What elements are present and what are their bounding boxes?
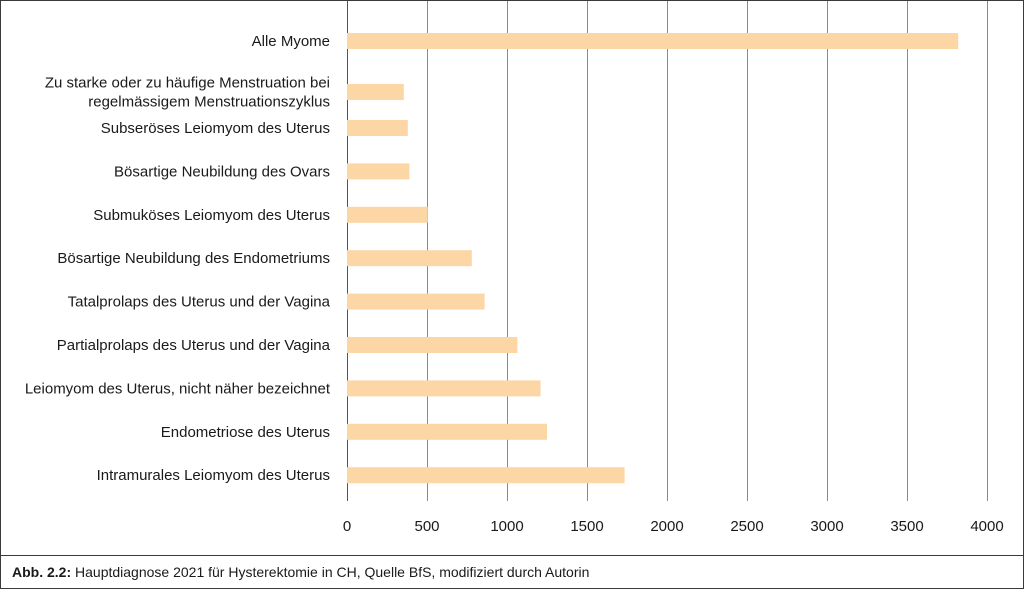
x-tick-label: 4000 <box>970 518 1003 535</box>
category-label: Leiomyom des Uterus, nicht näher bezeich… <box>25 380 331 397</box>
category-label: Subseröses Leiomyom des Uterus <box>101 120 330 137</box>
category-label: Submuköses Leiomyom des Uterus <box>93 207 330 224</box>
x-tick-label: 0 <box>343 518 351 535</box>
bar <box>347 84 404 100</box>
figure-caption: Abb. 2.2: Hauptdiagnose 2021 für Hystere… <box>12 564 589 580</box>
caption-divider <box>1 555 1023 556</box>
bar <box>347 337 518 353</box>
x-tick-label: 3500 <box>890 518 923 535</box>
x-tick-label: 500 <box>414 518 439 535</box>
category-label: Endometriose des Uterus <box>161 424 330 441</box>
grid-lines <box>347 1 988 501</box>
bar-chart: Alle Myome Zu starke oder zu häufige Mens… <box>25 1 1004 535</box>
caption-label: Abb. 2.2: <box>12 564 72 580</box>
bar <box>347 33 959 49</box>
category-label: Alle Myome <box>252 33 330 50</box>
bar <box>347 163 410 180</box>
bar <box>347 206 428 223</box>
bars <box>347 33 959 484</box>
caption-text: Hauptdiagnose 2021 für Hysterektomie in … <box>71 564 590 580</box>
bar <box>347 467 625 484</box>
bar <box>347 250 472 267</box>
bar <box>347 120 408 136</box>
x-tick-label: 2000 <box>650 518 683 535</box>
x-tick-labels: 0 500 1000 1500 2000 2500 3000 3500 4000 <box>343 518 1004 535</box>
bar <box>347 380 541 397</box>
x-tick-label: 1500 <box>570 518 603 535</box>
category-label: Bösartige Neubildung des Endometriums <box>57 250 330 267</box>
category-labels: Alle Myome Zu starke oder zu häufige Mens… <box>25 33 331 484</box>
category-label: Intramurales Leiomyom des Uterus <box>97 467 330 484</box>
category-label: Tatalprolaps des Uterus und der Vagina <box>68 294 331 311</box>
bar <box>347 293 485 310</box>
category-label: Partialprolaps des Uterus und der Vagina <box>57 337 331 354</box>
x-tick-label: 3000 <box>810 518 843 535</box>
bar <box>347 423 547 440</box>
x-tick-label: 2500 <box>730 518 763 535</box>
category-label: Bösartige Neubildung des Ovars <box>114 163 330 180</box>
x-tick-label: 1000 <box>490 518 523 535</box>
category-label: Zu starke oder zu häufige Menstruation b… <box>45 75 330 111</box>
